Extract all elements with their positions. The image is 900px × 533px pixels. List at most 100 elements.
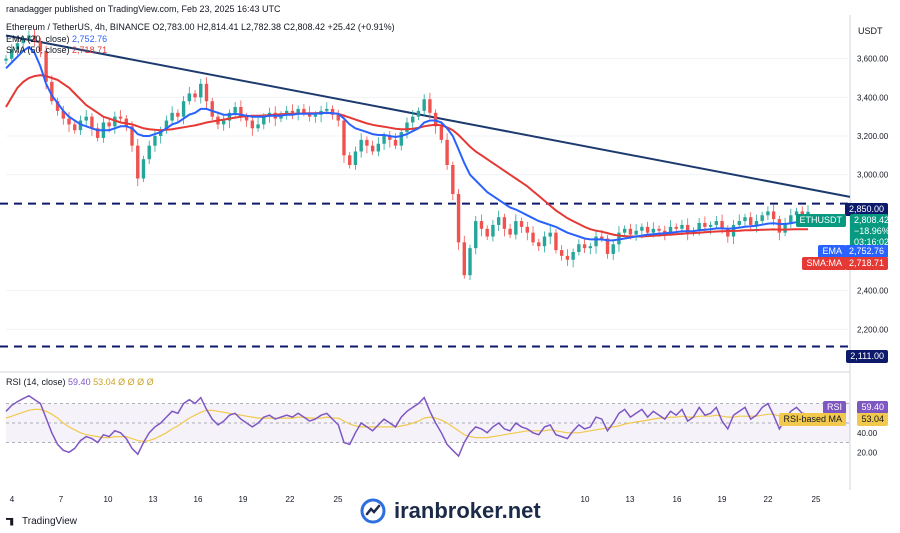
- candle-body: [703, 223, 707, 227]
- ema-legend-label: EMA (20, close): [6, 34, 70, 44]
- candle-body: [393, 139, 398, 146]
- candle-body: [285, 110, 289, 115]
- candle-body: [714, 221, 719, 225]
- candle-body: [720, 221, 724, 229]
- candle-body: [565, 255, 570, 260]
- candle-body: [336, 114, 340, 121]
- candle-body: [737, 221, 741, 225]
- candle-body: [416, 110, 421, 117]
- date-tick-label: 13: [149, 495, 158, 504]
- candle-body: [153, 136, 157, 146]
- candle-body: [181, 101, 186, 117]
- candle-body: [525, 226, 529, 233]
- price-tick-label: 2,200.00: [857, 325, 889, 334]
- candles: [4, 28, 810, 281]
- axes: 3,600.00 3,400.00 3,200.00 3,000.00 2,400.00…: [10, 55, 889, 504]
- tradingview-logo[interactable]: TradingView: [6, 516, 77, 527]
- candle-body: [256, 124, 260, 129]
- rsi-tag: RSI: [822, 401, 846, 414]
- price-tick-label: 2,400.00: [857, 287, 889, 296]
- candle-body: [537, 242, 541, 247]
- candle-body: [370, 145, 375, 152]
- tradingview-icon: [6, 517, 14, 526]
- candle-body: [806, 211, 810, 216]
- rsi-line: [5, 394, 809, 458]
- candle-body: [611, 244, 615, 254]
- candle-body: [514, 221, 518, 235]
- candle-body: [365, 139, 369, 146]
- candle-body: [760, 215, 764, 222]
- date-tick-label: 19: [239, 495, 248, 504]
- candle-body: [136, 145, 140, 179]
- rsi-ma-line: [5, 408, 809, 443]
- candle-body: [422, 99, 426, 111]
- candle-body: [15, 43, 20, 49]
- candle-body: [548, 232, 552, 237]
- rsi-tick-label: 20.00: [857, 448, 878, 457]
- candle-body: [348, 155, 352, 165]
- candle-body: [342, 120, 346, 156]
- candle-body: [353, 151, 358, 165]
- candle-body: [199, 83, 203, 98]
- date-tick-label: 22: [764, 495, 773, 504]
- candle-body: [594, 236, 598, 247]
- rsi-legend: RSI (14, close) 59.40 53.04 Ø Ø Ø Ø: [6, 377, 154, 387]
- candle-body: [559, 250, 564, 256]
- candle-body: [296, 108, 300, 113]
- symbol-tag: ETHUSDT: [795, 214, 846, 227]
- candle-body: [428, 99, 432, 113]
- candle-body: [789, 215, 793, 223]
- sma-legend-value: 2,718.71: [72, 45, 108, 55]
- candle-body: [38, 41, 43, 51]
- candle-body: [164, 120, 169, 131]
- sma-legend: SMA (50, close) 2,718.71: [6, 45, 107, 55]
- trendline: [5, 34, 851, 198]
- candle-body: [4, 58, 8, 61]
- candle-body: [496, 217, 501, 225]
- candle-body: [582, 244, 587, 249]
- price-tag: 2,808.42 −18.96% 03:16:02: [850, 214, 890, 249]
- rsi-legend-extra: 53.04 Ø Ø Ø Ø: [93, 377, 154, 387]
- date-tick-label: 10: [104, 495, 113, 504]
- price-tick-label: 3,000.00: [857, 171, 889, 180]
- candle-body: [176, 112, 180, 117]
- ema-legend: EMA (20, close) 2,752.76: [6, 34, 107, 44]
- rsi-tag-value: 59.40: [857, 401, 888, 414]
- candle-body: [474, 221, 478, 249]
- date-tick-label: 25: [812, 495, 821, 504]
- watermark-text: iranbroker.net: [394, 498, 541, 523]
- candle-body: [674, 226, 678, 229]
- candle-body: [170, 112, 174, 121]
- candle-body: [330, 108, 335, 115]
- candle-body: [313, 114, 318, 117]
- candle-body: [44, 50, 48, 82]
- tradingview-brand: TradingView: [22, 516, 78, 527]
- candle-body: [84, 116, 88, 121]
- broker-logo-icon: [360, 498, 386, 524]
- price-tick-label: 3,600.00: [857, 55, 889, 64]
- ema-20-line: [5, 45, 809, 242]
- sma-tag: SMA:MA: [802, 257, 846, 270]
- candle-body: [451, 165, 455, 194]
- candle-body: [794, 211, 799, 216]
- candle-body: [622, 228, 627, 233]
- currency-label: USDT: [858, 26, 883, 36]
- candle-body: [233, 107, 237, 113]
- candle-body: [462, 242, 466, 276]
- candle-body: [55, 101, 60, 111]
- price-tag-timer: 03:16:02: [854, 237, 890, 247]
- candle-body: [542, 236, 547, 247]
- candle-body: [749, 217, 753, 225]
- candle-body: [32, 35, 37, 42]
- candle-body: [588, 246, 593, 249]
- price-tag-value: 2,808.42: [854, 215, 890, 225]
- candle-body: [777, 219, 782, 233]
- price-tick-label: 3,400.00: [857, 93, 889, 102]
- candle-body: [250, 120, 255, 129]
- candle-body: [485, 228, 489, 237]
- candle-body: [61, 110, 65, 119]
- sma-tag-value: 2,718.71: [844, 257, 888, 270]
- candle-body: [376, 143, 381, 152]
- candle-body: [663, 230, 667, 233]
- candle-body: [210, 101, 214, 117]
